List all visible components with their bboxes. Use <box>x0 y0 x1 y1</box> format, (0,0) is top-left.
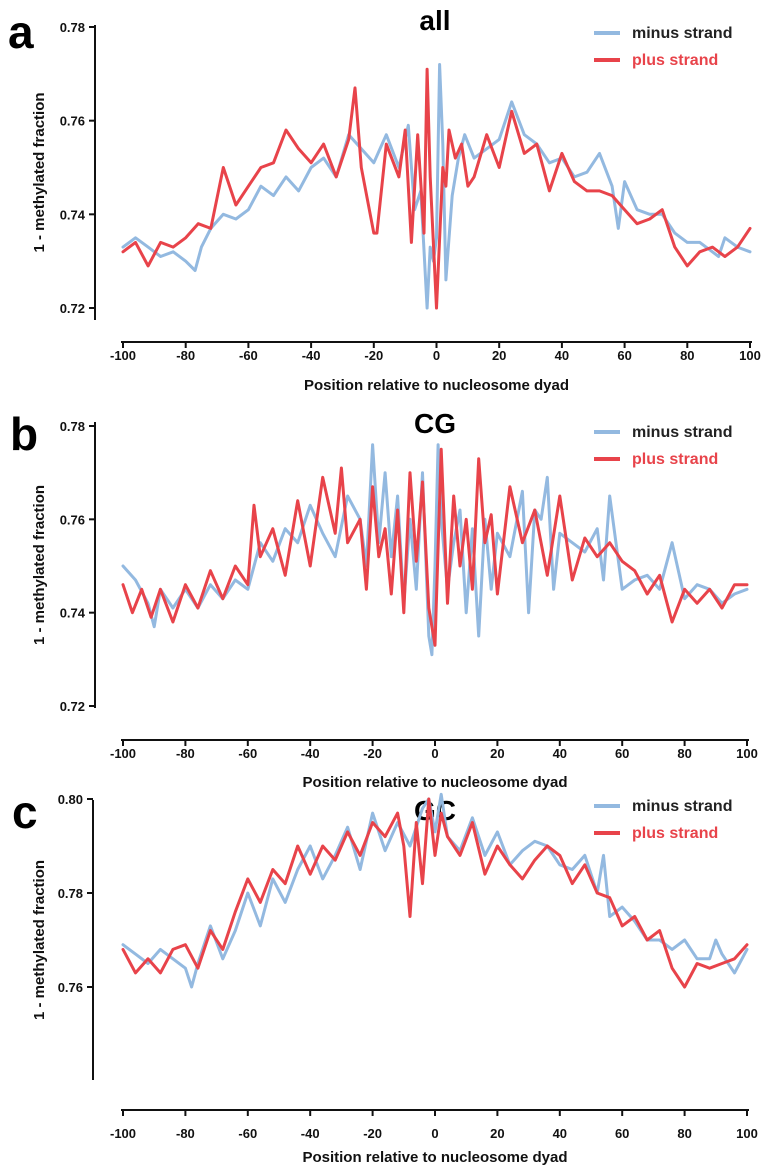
x-tick-label: -40 <box>301 746 320 761</box>
y-tick-label: 0.74 <box>60 207 86 222</box>
y-tick-label: 0.80 <box>58 792 83 807</box>
x-tick-label: -80 <box>176 746 195 761</box>
panel-c: c GC0.760.780.801 - methylated fraction-1… <box>12 786 758 1166</box>
panel-label: b <box>10 408 38 460</box>
x-tick-label: 0 <box>433 348 440 363</box>
series-line-minus <box>121 792 749 989</box>
x-tick-label: -60 <box>239 348 258 363</box>
x-tick-label: 40 <box>555 348 569 363</box>
series-line-plus <box>121 797 749 989</box>
legend-label-minus: minus strand <box>632 424 732 441</box>
panel-label: c <box>12 786 38 838</box>
y-tick-label: 0.72 <box>60 699 85 714</box>
series-line-minus <box>121 63 752 310</box>
x-tick-label: -60 <box>238 1126 257 1141</box>
series-line-plus <box>121 447 749 647</box>
x-tick-label: -80 <box>176 348 195 363</box>
y-tick-label: 0.78 <box>58 886 83 901</box>
y-tick-label: 0.76 <box>58 980 83 995</box>
legend-label-plus: plus strand <box>632 52 718 69</box>
x-tick-label: 20 <box>490 1126 504 1141</box>
y-tick-label: 0.72 <box>60 301 85 316</box>
x-tick-label: -80 <box>176 1126 195 1141</box>
y-tick-label: 0.74 <box>60 606 86 621</box>
x-tick-label: 100 <box>736 1126 758 1141</box>
x-tick-label: 80 <box>680 348 694 363</box>
panel-a: a all 0.72 0.74 0.76 0.78 1 - methylated fract… <box>8 5 761 394</box>
x-tick-label: -40 <box>302 348 321 363</box>
legend-label-plus: plus strand <box>632 825 718 842</box>
x-tick-label: -40 <box>301 1126 320 1141</box>
y-tick-label: 0.78 <box>60 20 85 35</box>
x-tick-label: 80 <box>677 1126 691 1141</box>
x-tick-label: -100 <box>110 1126 136 1141</box>
legend-label-minus: minus strand <box>632 798 732 815</box>
x-tick-label: 0 <box>431 1126 438 1141</box>
x-tick-label: 0 <box>431 746 438 761</box>
x-tick-label: 100 <box>739 348 761 363</box>
x-tick-label: 40 <box>553 1126 567 1141</box>
y-axis-title: 1 - methylated fraction <box>31 485 48 645</box>
panel-label: a <box>8 6 34 58</box>
x-tick-label: -20 <box>364 348 383 363</box>
x-axis-title: Position relative to nucleosome dyad <box>302 774 567 791</box>
x-tick-label: -60 <box>238 746 257 761</box>
series-line-plus <box>121 67 752 310</box>
x-tick-label: 20 <box>490 746 504 761</box>
y-axis-title: 1 - methylated fraction <box>31 92 48 252</box>
x-axis-title: Position relative to nucleosome dyad <box>304 377 569 394</box>
y-axis-title: 1 - methylated fraction <box>31 860 48 1020</box>
x-tick-label: -100 <box>110 348 136 363</box>
chart-title: CG <box>414 408 456 439</box>
x-axis-title: Position relative to nucleosome dyad <box>302 1149 567 1166</box>
panel-b: b CG 0.72 0.74 0.76 0.78 1 - methylated fracti… <box>10 408 758 791</box>
x-tick-label: 60 <box>615 746 629 761</box>
x-tick-label: -20 <box>363 746 382 761</box>
y-tick-label: 0.76 <box>60 114 85 129</box>
series-line-minus <box>121 443 749 657</box>
legend-label-minus: minus strand <box>632 25 732 42</box>
x-tick-label: 60 <box>615 1126 629 1141</box>
x-tick-label: 80 <box>677 746 691 761</box>
chart-title: all <box>419 5 450 36</box>
x-tick-label: 60 <box>617 348 631 363</box>
legend-label-plus: plus strand <box>632 451 718 468</box>
x-tick-label: 20 <box>492 348 506 363</box>
y-tick-label: 0.78 <box>60 419 85 434</box>
y-tick-label: 0.76 <box>60 512 85 527</box>
x-tick-label: 100 <box>736 746 758 761</box>
x-tick-label: -100 <box>110 746 136 761</box>
x-tick-label: -20 <box>363 1126 382 1141</box>
x-tick-label: 40 <box>553 746 567 761</box>
